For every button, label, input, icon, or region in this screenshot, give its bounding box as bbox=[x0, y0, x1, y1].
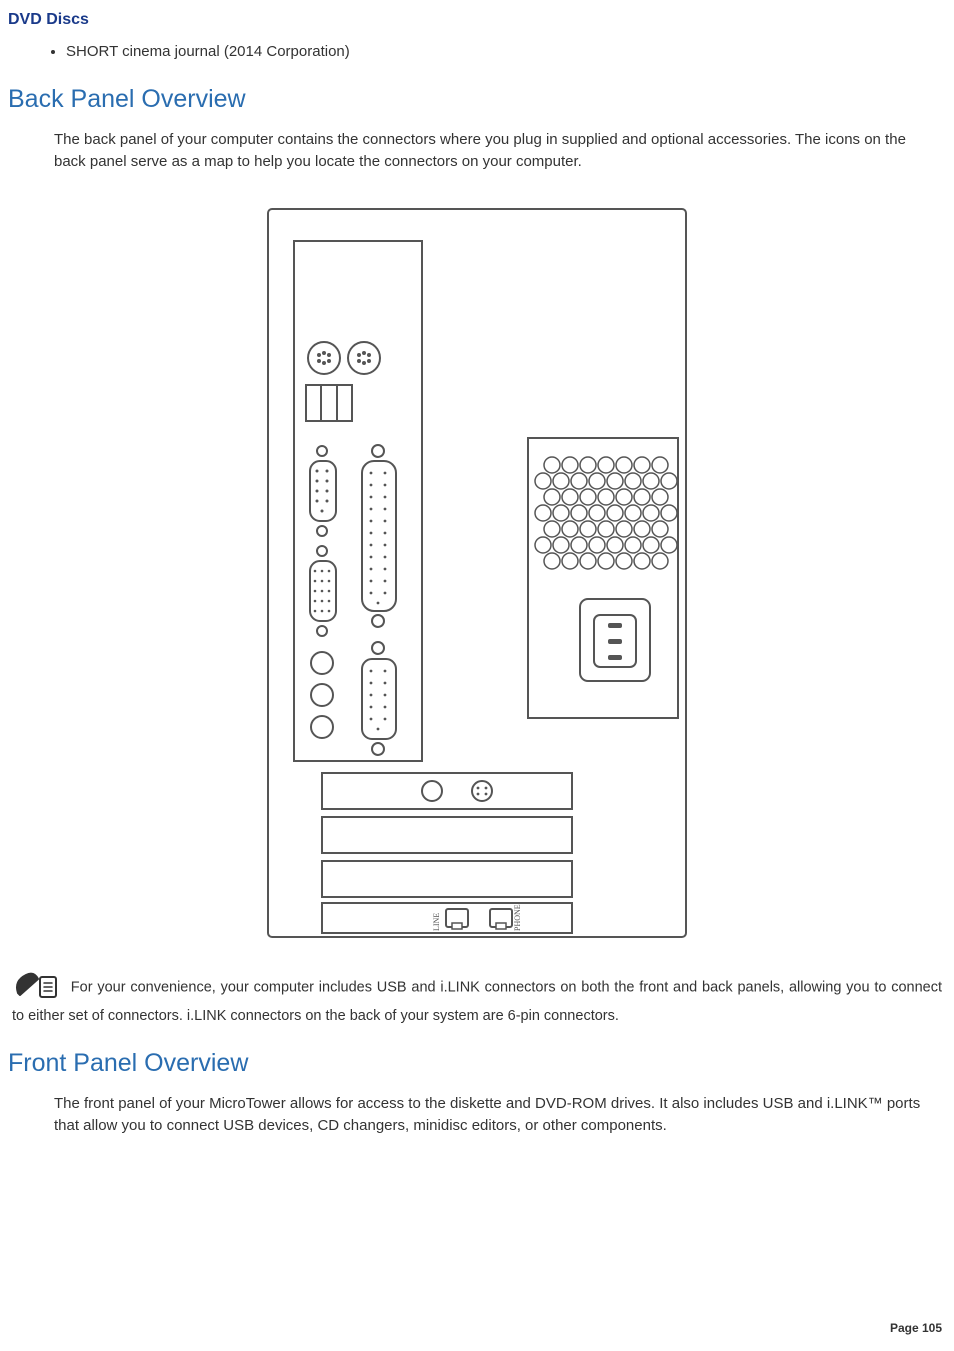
diagram-line-label: LINE bbox=[432, 912, 441, 930]
pencil-note-icon bbox=[12, 969, 60, 1006]
note-block: For your convenience, your computer incl… bbox=[12, 969, 942, 1027]
front-panel-paragraph: The front panel of your MicroTower allow… bbox=[54, 1093, 940, 1137]
back-panel-diagram-wrap: LINE PHONE bbox=[8, 203, 946, 943]
diagram-phone-label: PHONE bbox=[513, 904, 522, 931]
dvd-discs-heading: DVD Discs bbox=[8, 8, 946, 31]
back-panel-paragraph: The back panel of your computer contains… bbox=[54, 129, 940, 173]
dvd-list-item: SHORT cinema journal (2014 Corporation) bbox=[66, 41, 946, 63]
page-number: Page 105 bbox=[890, 1320, 942, 1337]
note-text: For your convenience, your computer incl… bbox=[12, 979, 942, 1024]
back-panel-diagram: LINE PHONE bbox=[262, 203, 692, 943]
front-panel-heading: Front Panel Overview bbox=[8, 1045, 946, 1081]
dvd-list: SHORT cinema journal (2014 Corporation) bbox=[66, 41, 946, 63]
back-panel-heading: Back Panel Overview bbox=[8, 81, 946, 117]
